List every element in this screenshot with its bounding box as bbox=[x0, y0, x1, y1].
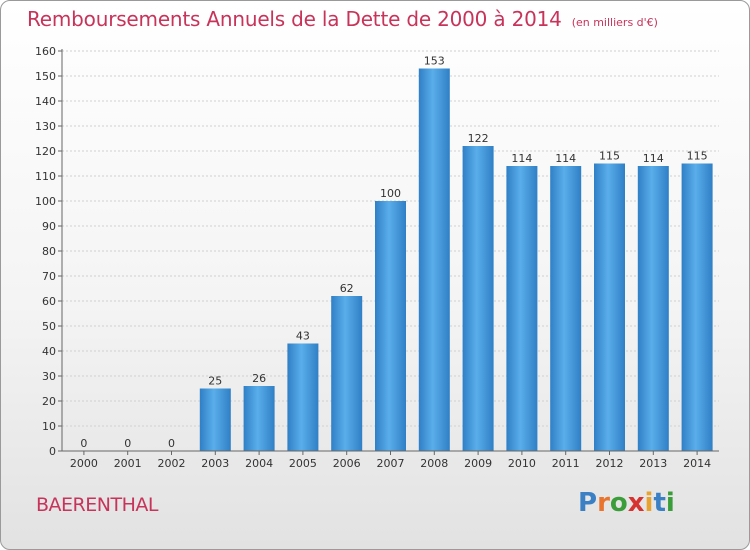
y-tick-label: 140 bbox=[35, 95, 56, 108]
x-tick-label: 2002 bbox=[158, 457, 186, 470]
logo-letter: i bbox=[644, 488, 654, 518]
data-label: 0 bbox=[168, 437, 175, 450]
y-tick-label: 50 bbox=[42, 320, 56, 333]
data-labels: 0 0 0 25 26 43 62 100 153 122 114 114 115 114 115 bbox=[80, 55, 707, 451]
y-tick-label: 40 bbox=[42, 345, 56, 358]
data-label: 43 bbox=[296, 330, 310, 343]
data-label: 115 bbox=[599, 150, 620, 163]
y-tick-label: 100 bbox=[35, 195, 56, 208]
logo-letter: i bbox=[665, 488, 675, 518]
bars bbox=[199, 68, 713, 451]
x-tick-label: 2004 bbox=[245, 457, 273, 470]
x-tick-label: 2008 bbox=[420, 457, 448, 470]
data-label: 122 bbox=[468, 132, 489, 145]
data-label: 0 bbox=[80, 437, 87, 450]
logo-letter: t bbox=[653, 488, 666, 518]
logo-letter: o bbox=[609, 488, 628, 518]
bar bbox=[550, 166, 582, 451]
bar bbox=[243, 386, 275, 451]
x-tick-label: 2011 bbox=[552, 457, 580, 470]
x-tick-label: 2013 bbox=[639, 457, 667, 470]
data-label: 114 bbox=[643, 152, 664, 165]
bar bbox=[506, 166, 538, 451]
axes bbox=[61, 49, 719, 452]
x-tick-label: 2000 bbox=[70, 457, 98, 470]
commune-name: BAERENTHAL bbox=[36, 494, 158, 516]
bar bbox=[331, 296, 363, 451]
y-tick-label: 110 bbox=[35, 170, 56, 183]
data-label: 114 bbox=[511, 152, 532, 165]
x-tick-label: 2010 bbox=[508, 457, 536, 470]
data-label: 25 bbox=[208, 375, 222, 388]
x-axis-ticks: 2000 2001 2002 2003 2004 2005 2006 2007 2008 2009… bbox=[70, 451, 711, 470]
y-tick-label: 90 bbox=[42, 220, 56, 233]
bar bbox=[418, 68, 450, 451]
logo-letter: P bbox=[578, 488, 598, 518]
data-label: 100 bbox=[380, 187, 401, 200]
x-tick-label: 2005 bbox=[289, 457, 317, 470]
x-tick-label: 2007 bbox=[377, 457, 405, 470]
bar bbox=[199, 388, 231, 451]
y-tick-label: 120 bbox=[35, 145, 56, 158]
logo-letter: r bbox=[597, 488, 610, 518]
chart-title: Remboursements Annuels de la Dette de 20… bbox=[27, 7, 562, 31]
y-tick-label: 150 bbox=[35, 70, 56, 83]
chart-unit: (en milliers d'€) bbox=[571, 16, 658, 29]
y-tick-label: 20 bbox=[42, 395, 56, 408]
data-label: 62 bbox=[340, 282, 354, 295]
y-tick-label: 60 bbox=[42, 295, 56, 308]
x-tick-label: 2006 bbox=[333, 457, 361, 470]
y-tick-label: 10 bbox=[42, 420, 56, 433]
x-tick-label: 2003 bbox=[201, 457, 229, 470]
x-tick-label: 2009 bbox=[464, 457, 492, 470]
data-label: 0 bbox=[124, 437, 131, 450]
logo-letter: x bbox=[627, 488, 645, 518]
bar bbox=[462, 146, 494, 451]
data-label: 153 bbox=[424, 55, 445, 68]
bar bbox=[594, 163, 625, 451]
y-tick-label: 30 bbox=[42, 370, 56, 383]
data-label: 114 bbox=[555, 152, 576, 165]
y-tick-label: 70 bbox=[42, 270, 56, 283]
x-tick-label: 2001 bbox=[114, 457, 142, 470]
data-label: 26 bbox=[252, 372, 266, 385]
y-tick-label: 0 bbox=[49, 445, 56, 458]
chart-title-block: Remboursements Annuels de la Dette de 20… bbox=[27, 7, 658, 31]
bar bbox=[287, 343, 319, 451]
proxiti-logo: Proxiti bbox=[578, 488, 675, 518]
bar bbox=[681, 163, 713, 451]
y-axis-ticks: 0 10 20 30 40 50 60 70 80 90 100 110 120 130 140 150 160 bbox=[35, 45, 62, 458]
x-tick-label: 2012 bbox=[596, 457, 624, 470]
bar bbox=[375, 201, 406, 451]
y-tick-label: 160 bbox=[35, 45, 56, 58]
y-tick-label: 130 bbox=[35, 120, 56, 133]
y-tick-label: 80 bbox=[42, 245, 56, 258]
bar bbox=[637, 166, 669, 451]
x-tick-label: 2014 bbox=[683, 457, 711, 470]
data-label: 115 bbox=[687, 150, 708, 163]
